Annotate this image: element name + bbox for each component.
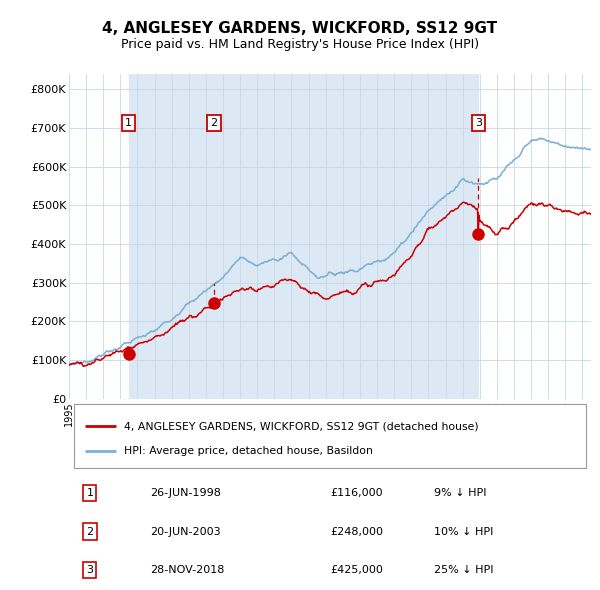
Text: 10% ↓ HPI: 10% ↓ HPI (434, 526, 494, 536)
Text: 25% ↓ HPI: 25% ↓ HPI (434, 565, 494, 575)
Text: £248,000: £248,000 (330, 526, 383, 536)
FancyBboxPatch shape (74, 405, 586, 468)
Text: 2: 2 (86, 526, 94, 536)
Text: 9% ↓ HPI: 9% ↓ HPI (434, 488, 487, 498)
Text: 3: 3 (86, 565, 94, 575)
Text: 26-JUN-1998: 26-JUN-1998 (150, 488, 221, 498)
Text: 20-JUN-2003: 20-JUN-2003 (150, 526, 221, 536)
Text: 4, ANGLESEY GARDENS, WICKFORD, SS12 9GT (detached house): 4, ANGLESEY GARDENS, WICKFORD, SS12 9GT … (124, 421, 478, 431)
Text: 2: 2 (211, 118, 218, 128)
Text: HPI: Average price, detached house, Basildon: HPI: Average price, detached house, Basi… (124, 445, 373, 455)
Bar (214, 74, 478, 399)
Bar (129, 74, 214, 399)
Text: 1: 1 (125, 118, 132, 128)
Text: 3: 3 (475, 118, 482, 128)
Text: 1: 1 (86, 488, 94, 498)
Text: Price paid vs. HM Land Registry's House Price Index (HPI): Price paid vs. HM Land Registry's House … (121, 38, 479, 51)
Text: 4, ANGLESEY GARDENS, WICKFORD, SS12 9GT: 4, ANGLESEY GARDENS, WICKFORD, SS12 9GT (103, 21, 497, 35)
Text: £425,000: £425,000 (330, 565, 383, 575)
Text: £116,000: £116,000 (330, 488, 383, 498)
Text: 28-NOV-2018: 28-NOV-2018 (150, 565, 224, 575)
